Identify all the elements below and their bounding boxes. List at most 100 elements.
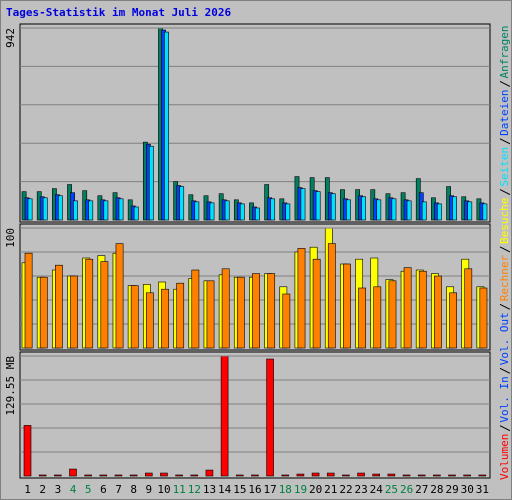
- legend-separator: [499, 425, 511, 432]
- bar: [54, 474, 62, 477]
- bar: [373, 286, 382, 349]
- legend-label: Dateien: [498, 89, 511, 135]
- bar: [220, 355, 229, 477]
- x-tick-label: 1: [24, 483, 31, 496]
- bar: [285, 203, 291, 221]
- bar: [327, 243, 336, 349]
- bar: [161, 288, 169, 349]
- bar: [315, 191, 321, 221]
- bar: [270, 198, 276, 221]
- bar: [417, 474, 426, 477]
- bar: [388, 280, 397, 349]
- bar: [69, 468, 77, 477]
- bar: [84, 474, 92, 477]
- bar: [330, 193, 336, 221]
- bar: [482, 203, 488, 221]
- bar: [267, 273, 276, 349]
- x-tick-label: 20: [309, 483, 322, 496]
- bar: [452, 196, 457, 221]
- x-tick-label: 8: [130, 483, 137, 496]
- bar: [346, 199, 351, 221]
- bar: [251, 474, 259, 477]
- bar: [239, 203, 245, 221]
- bar: [478, 474, 487, 477]
- bar: [236, 276, 245, 349]
- bar: [42, 197, 48, 221]
- bar: [73, 200, 78, 221]
- bar: [418, 270, 427, 349]
- bar: [252, 273, 260, 349]
- bar: [361, 196, 367, 221]
- legend-separator: [499, 303, 511, 310]
- x-tick-label: 12: [188, 483, 201, 496]
- bar: [437, 203, 442, 221]
- legend-label: Anfragen: [498, 25, 511, 78]
- x-tick-label: 17: [264, 483, 277, 496]
- bar: [235, 474, 244, 477]
- legend-label: Volumen: [498, 434, 511, 480]
- legend-label: Rechner: [498, 255, 511, 302]
- bar: [175, 474, 183, 477]
- bar: [221, 268, 230, 349]
- bar: [209, 202, 215, 221]
- bar: [296, 473, 305, 477]
- plot-area: [19, 351, 491, 479]
- bar: [311, 472, 320, 477]
- bar: [88, 200, 94, 221]
- y-tick-label: 129.55 MB: [4, 356, 17, 416]
- bar: [358, 287, 367, 349]
- bar: [326, 472, 335, 477]
- x-tick-label: 13: [203, 483, 216, 496]
- bar: [449, 292, 457, 349]
- bar: [403, 267, 412, 349]
- legend-separator: [499, 367, 511, 374]
- bar: [160, 472, 168, 477]
- x-tick-label: 27: [415, 483, 428, 496]
- bar: [255, 207, 260, 221]
- bar: [266, 358, 274, 477]
- x-tick-label: 9: [146, 483, 153, 496]
- x-tick-label: 29: [445, 483, 458, 496]
- legend: Volumen Vol. In Vol. Out Rechner Besuche Seit…: [498, 25, 511, 480]
- bar: [191, 269, 200, 349]
- x-tick-label: 28: [430, 483, 443, 496]
- x-tick-label: 25: [385, 483, 398, 496]
- bar: [130, 285, 139, 349]
- bar: [99, 474, 108, 477]
- bar: [282, 293, 291, 349]
- x-tick-label: 3: [55, 483, 62, 496]
- x-tick-label: 30: [461, 483, 474, 496]
- bar: [421, 201, 427, 221]
- legend-separator: [499, 189, 511, 196]
- x-tick-label: 16: [248, 483, 261, 496]
- bar: [190, 474, 199, 477]
- legend-separator: [499, 138, 511, 145]
- bar: [402, 474, 411, 477]
- bar: [448, 474, 456, 477]
- bar: [434, 275, 442, 349]
- legend-label: Besuche: [498, 198, 511, 244]
- bar: [300, 188, 306, 221]
- bar: [479, 287, 488, 349]
- bar: [100, 261, 109, 349]
- x-tick-label: 11: [173, 483, 186, 496]
- bar: [433, 474, 441, 477]
- bar: [464, 268, 473, 349]
- y-tick-label: 100: [4, 228, 17, 248]
- x-tick-label: 4: [70, 483, 77, 496]
- x-tick-label: 10: [157, 483, 170, 496]
- bar: [23, 425, 32, 477]
- bar: [27, 198, 33, 221]
- x-tick-label: 31: [476, 483, 489, 496]
- plot-area: [19, 23, 491, 223]
- legend-label: Seiten: [498, 147, 511, 187]
- bar: [114, 474, 123, 477]
- bar: [463, 474, 471, 477]
- legend-label: Vol. Out: [498, 312, 511, 365]
- x-tick-label: 15: [233, 483, 246, 496]
- bar: [281, 474, 290, 477]
- x-tick-label: 6: [100, 483, 107, 496]
- bar: [387, 473, 396, 477]
- bar: [103, 200, 109, 221]
